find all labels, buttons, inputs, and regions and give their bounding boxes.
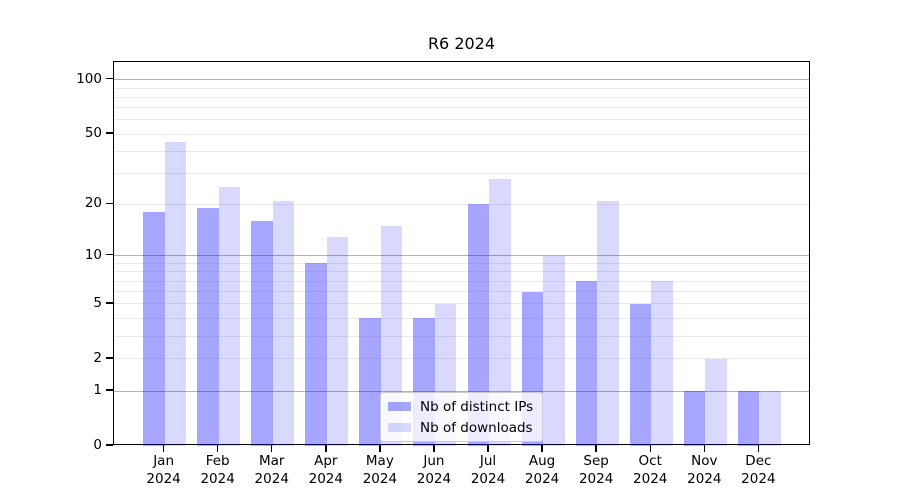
bar-distinct-ips-jul (467, 204, 490, 446)
y-tick-mark-0 (106, 444, 113, 446)
y-tick-mark-10 (106, 254, 113, 256)
gridline-minor-7 (114, 280, 809, 282)
x-tick-label-feb: Feb 2024 (200, 453, 235, 487)
gridline-minor-80 (114, 96, 809, 98)
bar-downloads-dec (759, 391, 781, 446)
x-tick-label-dec: Dec 2024 (741, 453, 776, 487)
x-tick-label-jul: Jul 2024 (470, 453, 506, 487)
x-tick-label-may: May 2024 (362, 453, 398, 487)
y-tick-mark-1 (106, 389, 113, 391)
gridline-minor-2 (114, 358, 809, 360)
bar-distinct-ips-jan (143, 212, 165, 446)
legend-swatch-distinct-ips (388, 402, 411, 411)
x-tick-mark-feb (216, 445, 219, 452)
gridline-minor-4 (114, 317, 809, 319)
y-tick-label-50: 50 (84, 125, 102, 142)
bar-downloads-mar (272, 200, 295, 446)
x-tick-mark-nov (703, 445, 705, 452)
bar-downloads-jan (164, 142, 187, 446)
bar-distinct-ips-mar (251, 221, 273, 446)
gridline-minor-70 (114, 107, 809, 109)
legend-label-downloads: Nb of downloads (420, 419, 533, 436)
bar-downloads-nov (705, 358, 727, 446)
gridline-minor-3 (114, 335, 809, 337)
y-tick-mark-100 (106, 78, 113, 80)
legend: Nb of distinct IPs Nb of downloads (380, 392, 544, 442)
x-tick-label-sep: Sep 2024 (578, 453, 614, 487)
gridline-minor-9 (114, 262, 809, 264)
x-tick-label-oct: Oct 2024 (633, 453, 668, 487)
bar-downloads-oct (651, 281, 673, 446)
bar-distinct-ips-feb (197, 208, 219, 446)
bar-distinct-ips-nov (683, 391, 706, 446)
y-tick-mark-5 (106, 302, 113, 304)
legend-item-downloads: Nb of downloads (388, 419, 533, 436)
legend-item-distinct-ips: Nb of distinct IPs (388, 398, 533, 415)
gridline-major-10 (114, 255, 809, 257)
bar-downloads-may (380, 226, 403, 446)
legend-label-distinct-ips: Nb of distinct IPs (420, 398, 534, 415)
x-tick-mark-jun (433, 445, 435, 452)
x-tick-label-aug: Aug 2024 (524, 453, 560, 487)
bar-downloads-sep (597, 200, 619, 446)
gridline-minor-40 (114, 150, 809, 152)
y-tick-label-5: 5 (93, 294, 102, 311)
x-tick-mark-jul (487, 445, 489, 452)
bar-distinct-ips-oct (629, 303, 652, 446)
y-tick-mark-20 (106, 202, 113, 205)
gridline-major-100 (114, 79, 809, 81)
bar-downloads-feb (218, 187, 241, 446)
bar-distinct-ips-apr (305, 263, 327, 446)
x-tick-mark-sep (595, 445, 597, 452)
y-tick-mark-50 (106, 132, 113, 134)
legend-swatch-downloads (388, 423, 411, 432)
bar-downloads-aug (543, 255, 565, 446)
x-tick-mark-may (379, 445, 381, 452)
x-tick-mark-oct (649, 445, 651, 452)
x-tick-mark-aug (541, 445, 543, 452)
gridline-minor-50 (114, 133, 809, 135)
gridline-major-1 (114, 390, 809, 392)
y-tick-label-100: 100 (76, 70, 102, 87)
gridline-minor-8 (114, 271, 809, 273)
x-tick-mark-dec (757, 445, 760, 452)
bar-downloads-jul (489, 178, 511, 446)
x-tick-label-jun: Jun 2024 (416, 453, 452, 487)
gridline-minor-20 (114, 203, 809, 205)
y-tick-label-0: 0 (93, 437, 102, 453)
chart-title: R6 2024 (427, 34, 496, 53)
x-tick-label-nov: Nov 2024 (687, 453, 722, 487)
gridline-minor-5 (114, 303, 809, 305)
bar-distinct-ips-may (359, 318, 381, 446)
x-tick-label-jan: Jan 2024 (146, 453, 181, 487)
x-tick-label-apr: Apr 2024 (308, 453, 343, 487)
plot-area (113, 61, 810, 446)
y-tick-label-2: 2 (93, 349, 102, 366)
bar-distinct-ips-dec (737, 391, 760, 446)
y-tick-label-10: 10 (84, 246, 102, 263)
y-tick-mark-2 (106, 357, 113, 359)
x-tick-mark-jan (162, 445, 165, 452)
x-tick-mark-apr (325, 445, 327, 452)
bar-downloads-apr (326, 236, 349, 446)
y-tick-label-20: 20 (84, 195, 102, 212)
bar-distinct-ips-sep (575, 281, 598, 446)
gridline-minor-90 (114, 87, 809, 89)
gridline-minor-6 (114, 291, 809, 293)
x-tick-mark-mar (271, 445, 273, 452)
gridline-minor-60 (114, 119, 809, 121)
x-tick-label-mar: Mar 2024 (254, 453, 289, 487)
gridline-minor-30 (114, 173, 809, 175)
y-tick-label-1: 1 (93, 382, 102, 398)
